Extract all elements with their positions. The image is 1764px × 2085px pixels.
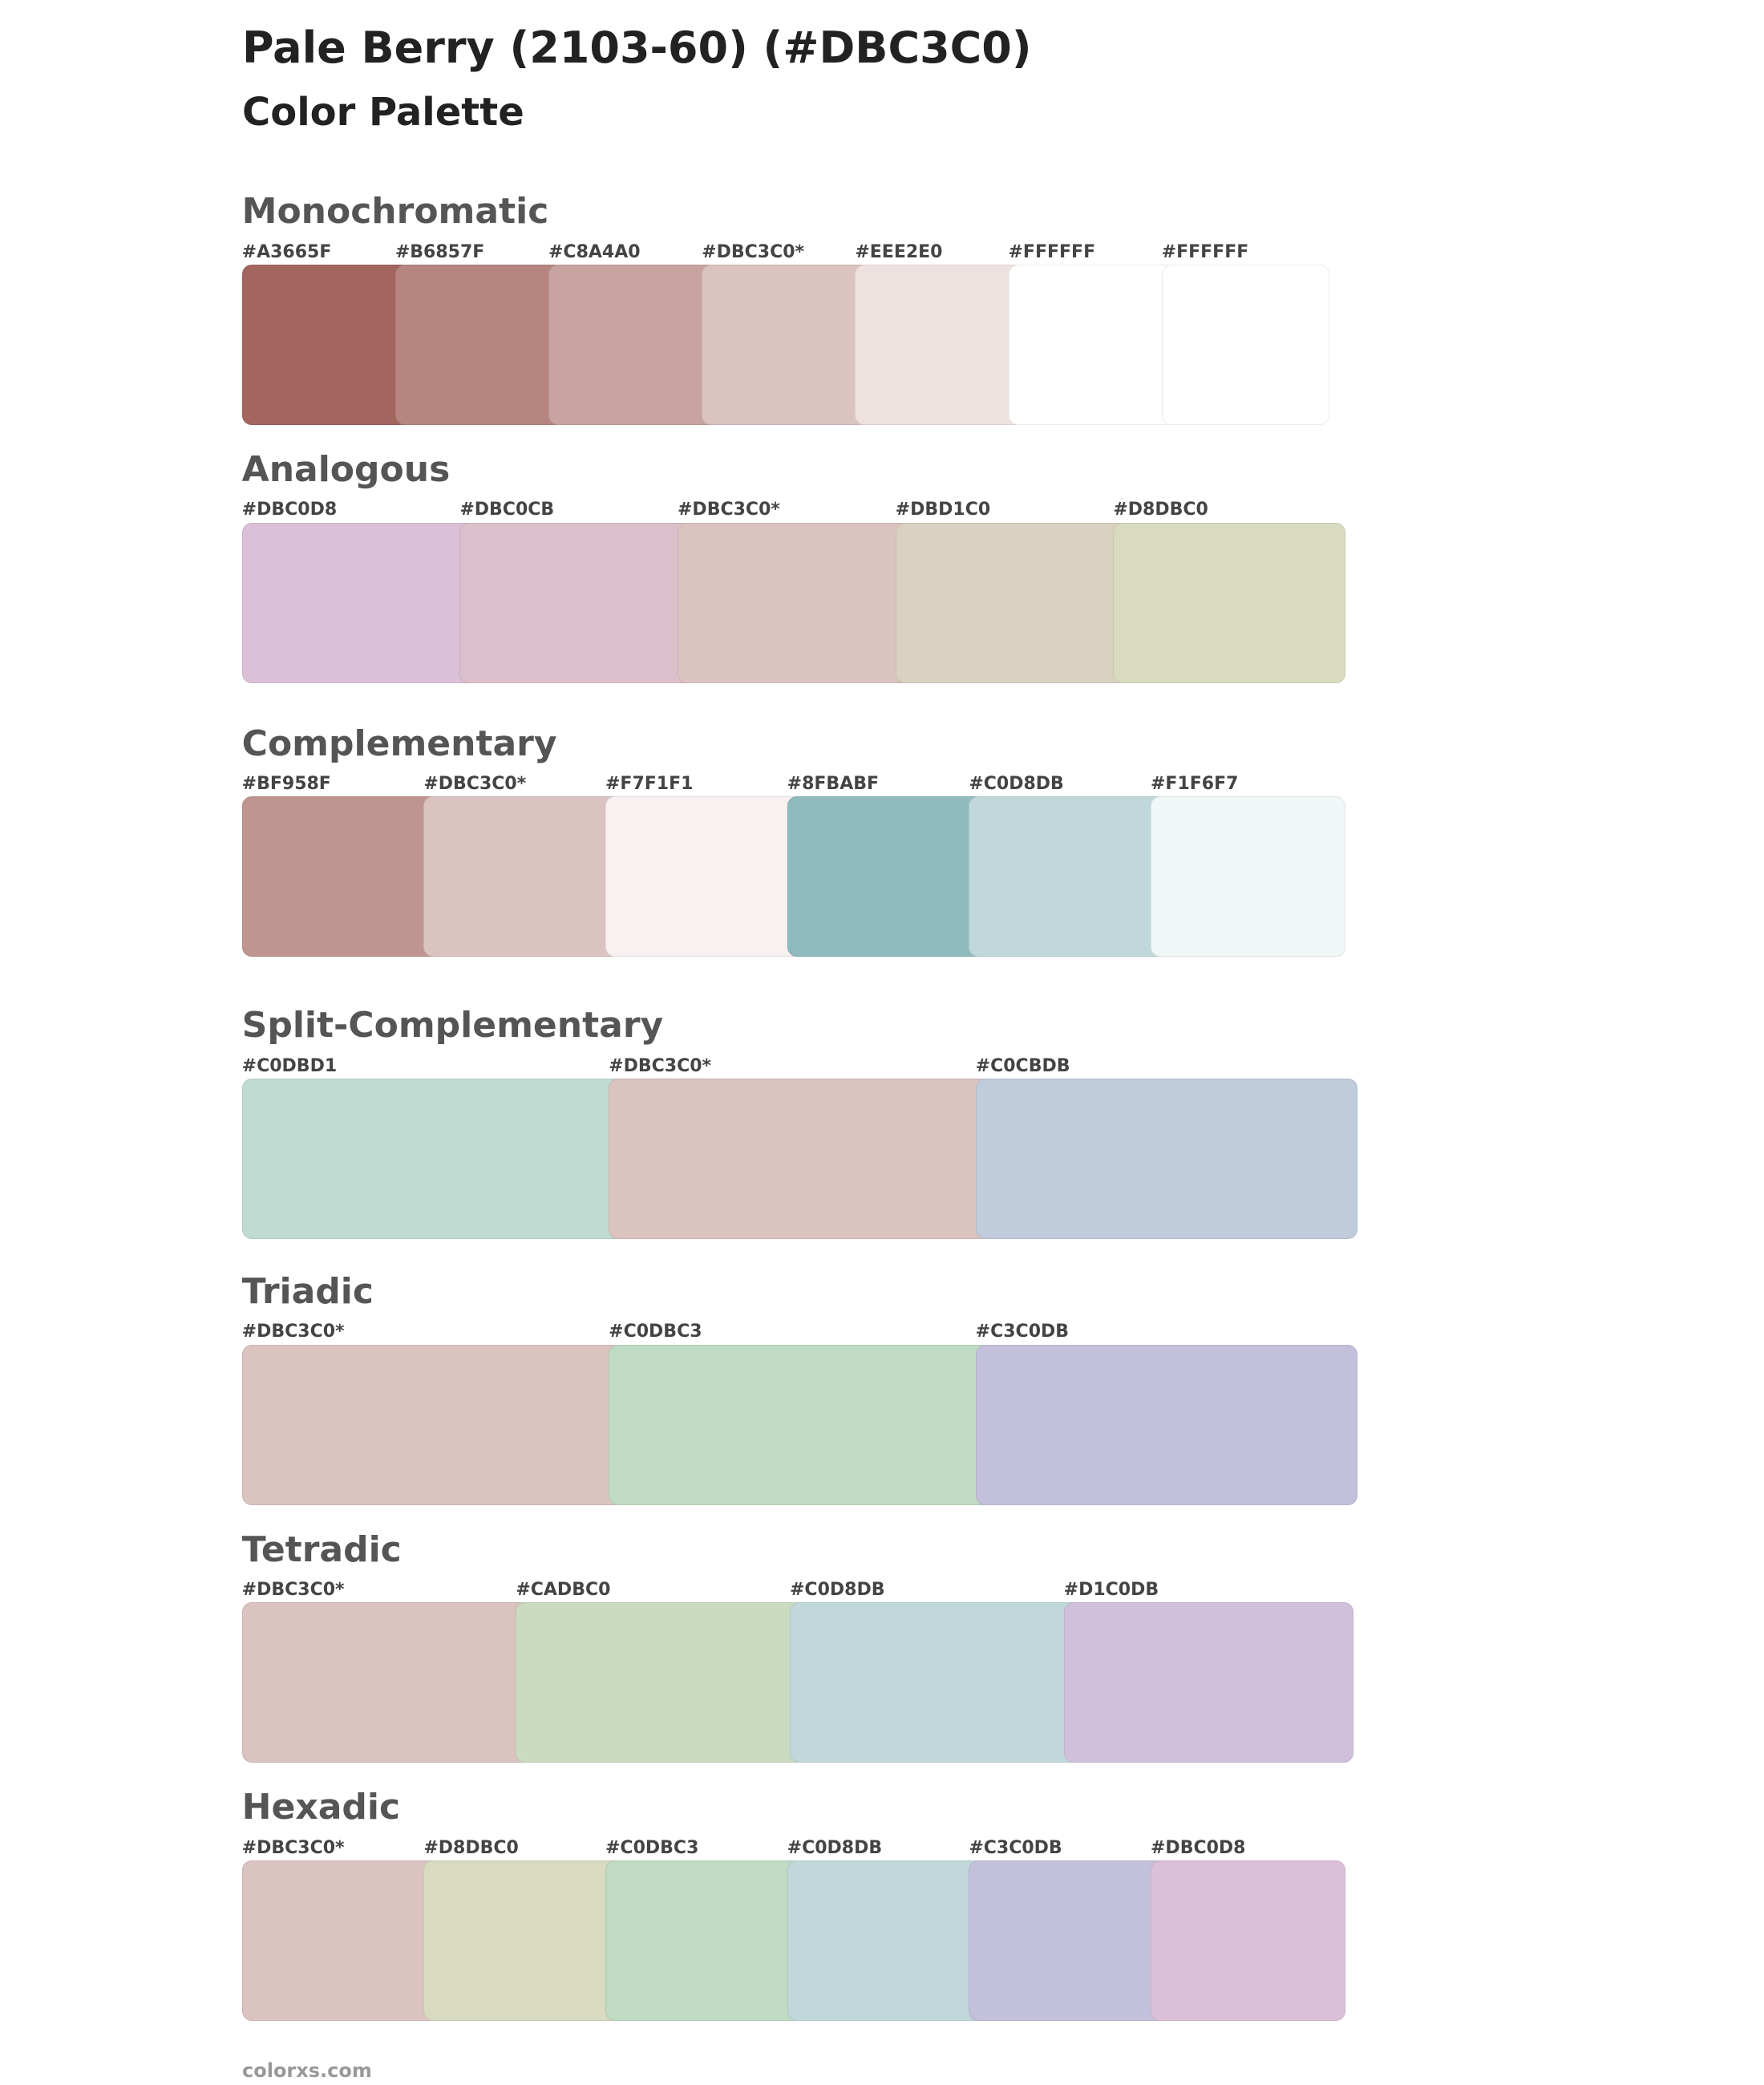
color-swatch — [1151, 796, 1346, 957]
swatch-label: #C0D8DB — [969, 774, 1064, 794]
swatch-label: #F7F1F1 — [605, 774, 694, 794]
swatch-label: #DBC0D8 — [1151, 1837, 1246, 1858]
color-swatch — [969, 796, 1170, 957]
swatch-label: #DBC0CB — [459, 500, 555, 520]
color-swatch — [394, 265, 568, 425]
swatch-label: #D8DBC0 — [423, 1837, 519, 1858]
color-swatch — [1161, 265, 1330, 425]
color-swatch — [241, 796, 443, 957]
swatch-label: #DBC3C0* — [241, 1322, 345, 1342]
swatch-label: #C0DBC3 — [609, 1322, 702, 1342]
color-swatch — [516, 1602, 809, 1763]
color-swatch — [605, 796, 806, 957]
swatch-label: #BF958F — [241, 774, 331, 794]
color-swatch — [241, 265, 415, 425]
color-swatch — [459, 522, 697, 683]
swatch-label: #C0DBD1 — [241, 1055, 338, 1076]
color-swatch — [895, 522, 1132, 683]
color-swatch — [790, 1602, 1082, 1763]
swatch-label: #FFFFFF — [1008, 241, 1096, 262]
color-swatch — [241, 1079, 628, 1239]
section-title: Hexadic — [241, 1787, 401, 1828]
swatch-label: #B6857F — [394, 241, 485, 262]
swatch-label: #DBC3C0* — [423, 774, 527, 794]
page-subtitle: Color Palette — [242, 90, 524, 135]
section-title: Triadic — [241, 1271, 374, 1312]
color-swatch — [241, 1860, 443, 2021]
swatch-label: #C0CBDB — [975, 1055, 1070, 1076]
swatch-label: #C3C0DB — [969, 1837, 1062, 1858]
swatch-label: #DBC3C0* — [241, 1837, 345, 1858]
swatch-label: #DBC3C0* — [609, 1055, 712, 1076]
color-swatch — [1113, 522, 1346, 683]
color-swatch — [969, 1860, 1170, 2021]
swatch-label: #EEE2E0 — [855, 241, 943, 262]
page-title: Pale Berry (2103-60) (#DBC3C0) — [242, 22, 1032, 73]
color-swatch — [423, 796, 625, 957]
swatch-label: #D8DBC0 — [1113, 500, 1208, 520]
footer-link[interactable]: colorxs.com — [242, 2059, 372, 2082]
color-swatch — [423, 1860, 625, 2021]
color-swatch — [241, 1344, 628, 1505]
color-swatch — [241, 522, 479, 683]
section-title: Analogous — [241, 449, 451, 490]
swatch-label: #8FBABF — [787, 774, 880, 794]
swatch-label: #DBC3C0* — [241, 1580, 345, 1600]
swatch-label: #DBC3C0* — [678, 500, 780, 520]
section-title: Split-Complementary — [241, 1005, 664, 1047]
color-swatch — [787, 1860, 988, 2021]
swatch-label: #DBC0D8 — [241, 500, 338, 520]
color-swatch — [548, 265, 721, 425]
swatch-label: #DBD1C0 — [895, 500, 991, 520]
swatch-label: #C8A4A0 — [548, 241, 641, 262]
section-title: Tetradic — [241, 1528, 402, 1570]
color-swatch — [702, 265, 874, 425]
swatch-label: #A3665F — [241, 241, 332, 262]
color-swatch — [605, 1860, 806, 2021]
color-swatch — [1008, 265, 1180, 425]
color-swatch — [678, 522, 914, 683]
color-swatch — [787, 796, 988, 957]
swatch-label: #DBC3C0* — [702, 241, 805, 262]
color-swatch — [975, 1344, 1358, 1505]
swatch-label: #C0D8DB — [787, 1837, 883, 1858]
color-swatch — [855, 265, 1027, 425]
swatch-label: #D1C0DB — [1063, 1580, 1159, 1600]
section-title: Monochromatic — [241, 191, 549, 233]
swatch-label: #C3C0DB — [975, 1322, 1070, 1342]
color-swatch — [1063, 1602, 1354, 1763]
section-title: Complementary — [241, 723, 557, 764]
swatch-label: #F1F6F7 — [1151, 774, 1239, 794]
color-swatch — [241, 1602, 535, 1763]
swatch-label: #CADBC0 — [516, 1580, 611, 1600]
color-swatch — [1151, 1860, 1346, 2021]
swatch-label: #C0D8DB — [790, 1580, 885, 1600]
swatch-label: #C0DBC3 — [605, 1837, 699, 1858]
swatch-label: #FFFFFF — [1161, 241, 1249, 262]
color-swatch — [609, 1344, 994, 1505]
color-swatch — [609, 1079, 994, 1239]
color-swatch — [975, 1079, 1358, 1239]
